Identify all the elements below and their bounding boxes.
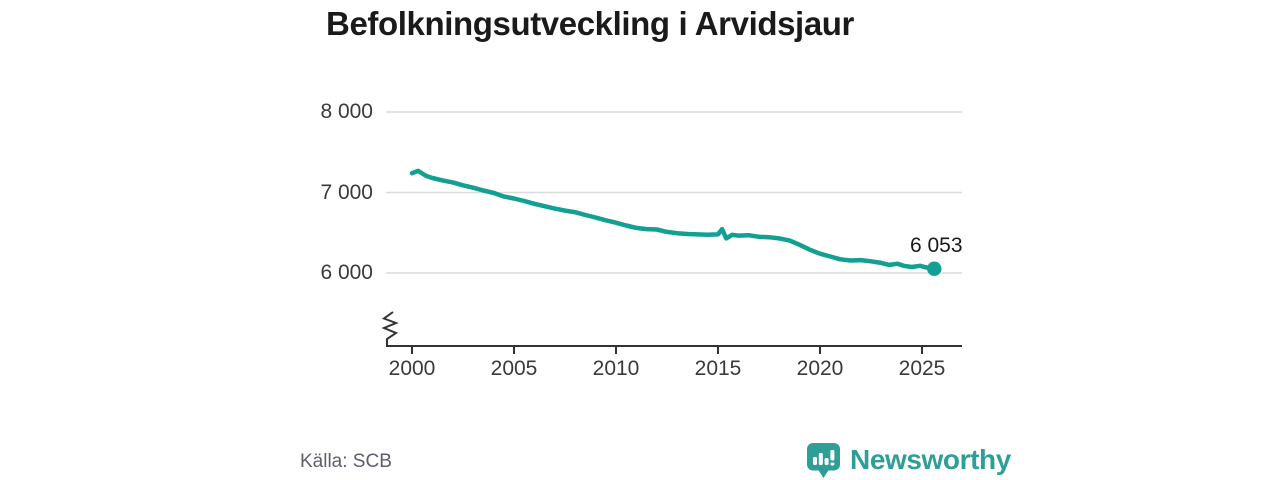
x-tick-label: 2010 — [592, 357, 640, 380]
x-tick-label: 2015 — [694, 357, 742, 380]
x-tick-label: 2000 — [388, 357, 436, 380]
last-value-dot — [927, 261, 942, 276]
y-tick-label: 7 000 — [320, 180, 373, 204]
source-label: Källa: SCB — [300, 451, 392, 472]
newsworthy-chart-bubble-icon — [807, 442, 840, 478]
newsworthy-wordmark: Newsworthy — [850, 444, 1011, 475]
y-tick-label: 8 000 — [320, 100, 373, 123]
y-tick-label: 6 000 — [320, 261, 373, 284]
chart-title: Befolkningsutveckling i Arvidsjaur — [326, 5, 854, 42]
x-tick-label: 2020 — [796, 357, 844, 380]
x-tick-label: 2005 — [490, 357, 538, 380]
newsworthy-logo: Newsworthy — [806, 440, 1011, 480]
population-trend-line — [409, 168, 937, 271]
last-value-label: 6 053 — [909, 233, 963, 257]
x-tick-label: 2025 — [898, 357, 946, 380]
